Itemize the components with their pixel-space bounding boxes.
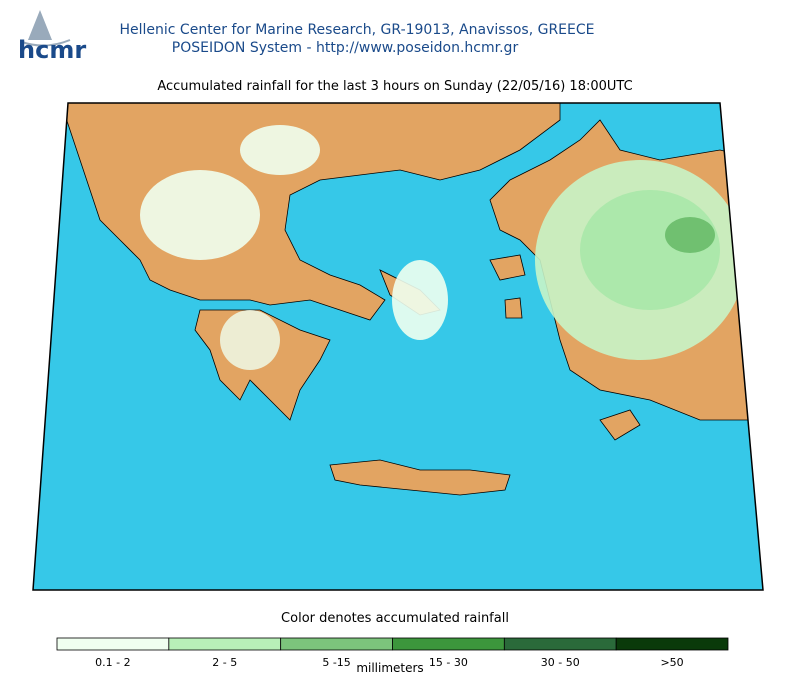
map (33, 103, 763, 590)
legend-label: 5 -15 (322, 656, 350, 669)
rain-area (240, 125, 320, 175)
legend-swatch (168, 637, 282, 651)
legend-label: 15 - 30 (429, 656, 468, 669)
chios (504, 297, 523, 319)
logo: hcmr (18, 10, 86, 64)
legend-label: 30 - 50 (541, 656, 580, 669)
map-frame (32, 102, 764, 591)
legend-swatch (615, 637, 729, 651)
header-line: POSEIDON System - http://www.poseidon.hc… (172, 40, 519, 56)
legend: 0.1 - 2 2 - 5 5 -15 15 - 30 30 - 50 >50 (56, 637, 729, 669)
rain-area (392, 260, 448, 340)
header-line: Hellenic Center for Marine Research, GR-… (119, 22, 594, 38)
mainland (59, 103, 561, 321)
rain-area (220, 310, 280, 370)
legend-swatch (392, 637, 505, 651)
legend-unit: millimeters (356, 661, 423, 675)
crete (329, 459, 511, 496)
rain-area (140, 170, 260, 260)
map-title: Accumulated rainfall for the last 3 hour… (157, 79, 632, 94)
legend-label: 2 - 5 (212, 656, 237, 669)
logo-text: hcmr (18, 36, 86, 64)
legend-swatch (280, 637, 393, 651)
legend-title: Color denotes accumulated rainfall (281, 611, 509, 626)
rain-area (665, 217, 715, 253)
rhodes (599, 409, 641, 441)
legend-label: >50 (660, 656, 683, 669)
lesvos (489, 254, 526, 281)
logo-sail (28, 10, 52, 40)
logo-wave (21, 39, 71, 47)
legend-swatch (503, 637, 617, 651)
legend-label: 0.1 - 2 (95, 656, 130, 669)
legend-swatch (56, 637, 170, 651)
